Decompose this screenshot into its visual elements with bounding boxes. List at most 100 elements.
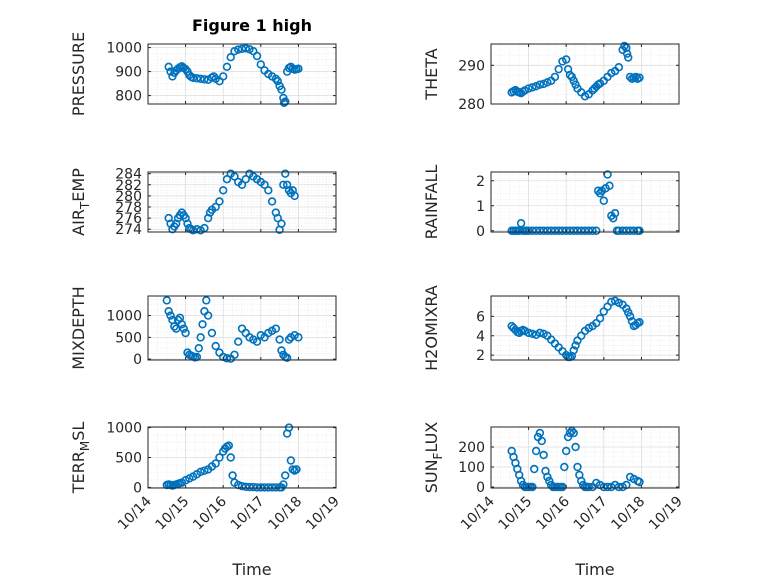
data-point: [252, 51, 262, 61]
data-point: [271, 483, 281, 492]
y-axis-label: SUNFLUX: [422, 422, 445, 494]
data-point: [230, 350, 239, 359]
data-point: [203, 311, 213, 320]
x-tick-label: 10/14: [115, 493, 155, 533]
data-point: [273, 76, 282, 86]
data-point: [635, 226, 644, 235]
axes-box: [147, 295, 337, 361]
data-point: [219, 186, 228, 195]
data-point: [164, 62, 173, 72]
subplot-mixdepth: 0 500 1000 MIXDEPTH: [69, 286, 337, 370]
y-tick-label: 284: [115, 167, 142, 183]
data-point: [516, 476, 526, 486]
y-tick-label: 1: [476, 199, 485, 215]
series-rainfall: [507, 170, 644, 235]
y-tick-label: 1000: [106, 421, 142, 437]
subplot-pressure: 800 900 1000 PRESSURE Figure 1 high: [69, 16, 337, 116]
data-point: [267, 197, 277, 206]
data-point: [228, 471, 237, 480]
series-pressure: [164, 44, 303, 108]
data-point: [294, 64, 303, 73]
data-point: [260, 180, 269, 189]
y-tick-label: 500: [115, 330, 142, 346]
subplot-h2omixra: 2 4 6 H2OMIXRA: [422, 285, 680, 371]
y-tick-label: 1000: [106, 309, 142, 325]
data-point: [290, 191, 299, 201]
data-point: [241, 175, 250, 184]
axes-box: [147, 171, 337, 233]
data-point: [571, 341, 580, 350]
data-point: [573, 462, 582, 472]
data-point: [198, 320, 207, 329]
y-axis-label: H2OMIXRA: [422, 285, 441, 371]
data-point: [166, 311, 175, 320]
data-point: [226, 52, 235, 62]
x-tick-label: 10/16: [190, 493, 230, 533]
data-point: [237, 180, 247, 189]
data-point: [629, 226, 639, 235]
y-tick-label: 278: [115, 200, 142, 216]
chart-title: Figure 1 high: [192, 16, 312, 35]
data-point: [625, 312, 635, 321]
data-point: [273, 213, 282, 223]
x-tick-label: 10/15: [496, 494, 536, 534]
y-tick-label: 4: [476, 329, 485, 345]
data-point: [234, 45, 243, 54]
y-tick-label: 274: [115, 222, 142, 238]
data-point: [528, 329, 537, 339]
data-point: [219, 72, 228, 81]
x-tick-label: 10/18: [265, 494, 305, 534]
data-point: [535, 80, 545, 89]
y-tick-label: 100: [458, 460, 485, 476]
data-point: [292, 465, 301, 474]
data-point: [277, 85, 286, 94]
y-tick-label: 0: [476, 224, 485, 240]
y-tick-label: 800: [115, 89, 142, 105]
data-point: [539, 450, 548, 460]
data-point: [281, 471, 290, 480]
data-point: [237, 482, 247, 491]
data-point: [588, 226, 597, 235]
data-point: [215, 453, 224, 462]
axes-box: [490, 426, 680, 489]
data-point: [230, 172, 239, 181]
data-point: [605, 181, 614, 190]
data-point: [599, 196, 608, 205]
data-point: [192, 225, 202, 234]
data-point: [635, 477, 644, 487]
data-point: [166, 67, 175, 76]
y-tick-label: 0: [476, 480, 485, 496]
y-tick-label: 200: [458, 440, 485, 456]
data-point: [608, 214, 618, 223]
data-point: [624, 53, 633, 62]
x-tick-label: 10/19: [303, 494, 343, 534]
data-point: [281, 169, 290, 178]
data-point: [620, 41, 629, 51]
axes-box: [147, 43, 337, 105]
data-point: [200, 466, 209, 475]
data-point: [181, 328, 190, 338]
y-tick-label: 0: [133, 352, 142, 368]
data-point: [277, 219, 286, 228]
y-tick-label: 280: [115, 189, 142, 205]
data-point: [196, 333, 205, 342]
x-tick-label: 10/18: [608, 494, 648, 534]
data-point: [635, 73, 644, 82]
data-point: [264, 186, 273, 195]
data-point: [560, 462, 569, 472]
data-point: [516, 219, 526, 228]
data-point: [561, 446, 571, 456]
subplot-rainfall: 0 1 2 RAINFALL: [422, 165, 680, 240]
data-point: [282, 353, 292, 363]
data-point: [294, 333, 303, 342]
data-point: [256, 60, 265, 69]
data-point: [224, 441, 234, 450]
data-point: [592, 226, 601, 235]
data-point: [252, 337, 262, 346]
data-point: [226, 453, 235, 462]
series-theta: [507, 41, 644, 101]
data-point: [543, 472, 552, 482]
y-tick-label: 2: [476, 348, 485, 364]
